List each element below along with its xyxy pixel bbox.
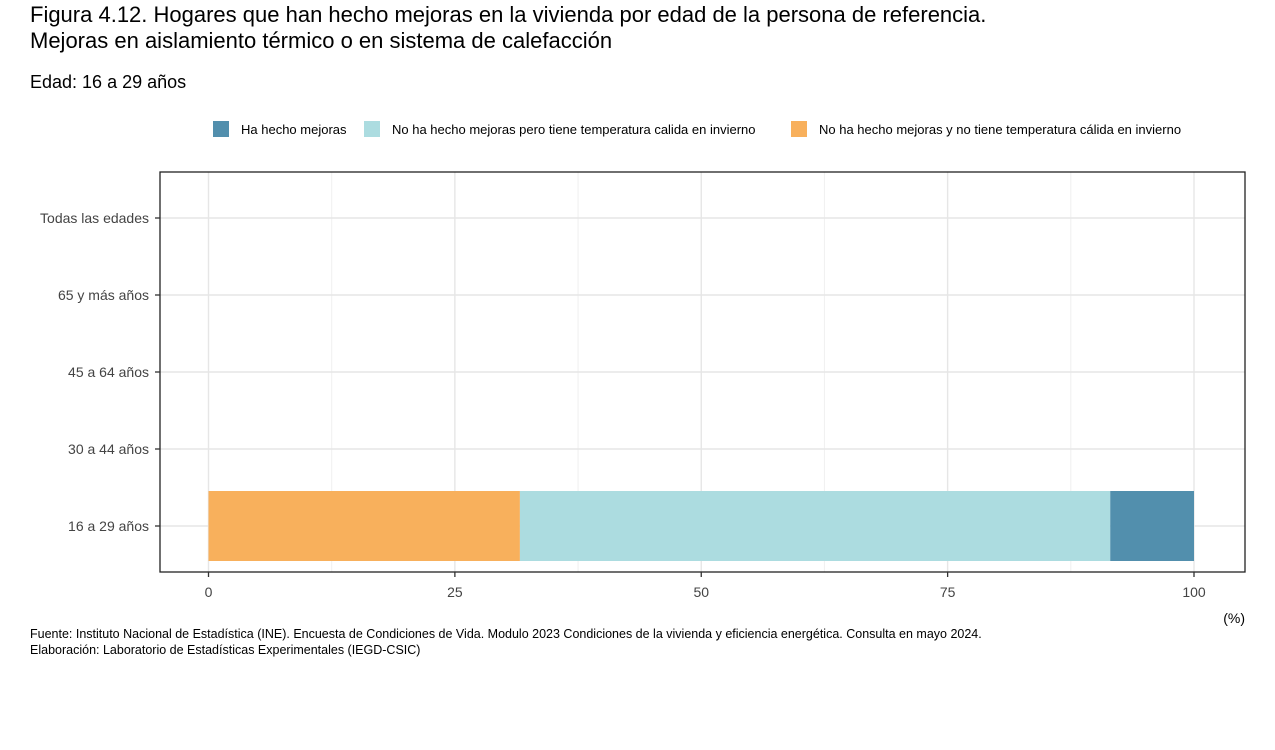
y-tick-label: 65 y más años [58,287,149,303]
legend-label-no-ha-hecho-mejoras-pero-tiene-temperatura-calida-en-invierno: No ha hecho mejoras pero tiene temperatu… [392,122,756,137]
x-unit-label: (%) [1223,610,1245,626]
x-tick-label: 75 [940,584,956,600]
bar-16-a-29-anos-no-ha-hecho-mejoras-pero-tiene-temperatura-calida-en-invierno [519,491,1111,561]
legend-key-ha-hecho-mejoras [213,121,229,137]
y-tick-label: 30 a 44 años [68,441,149,457]
credit-note: Elaboración: Laboratorio de Estadísticas… [30,643,421,657]
chart-title-line-2: Mejoras en aislamiento térmico o en sist… [30,28,613,53]
chart-subtitle: Edad: 16 a 29 años [30,72,187,92]
bar-16-a-29-anos-ha-hecho-mejoras [1110,491,1194,561]
x-tick-label: 25 [447,584,463,600]
y-tick-label: 16 a 29 años [68,518,149,534]
legend-label-ha-hecho-mejoras: Ha hecho mejoras [241,122,347,137]
bar-16-a-29-anos-no-ha-hecho-mejoras-y-no-tiene-temperatura-calida-en-invierno [208,491,520,561]
legend-key-no-ha-hecho-mejoras-pero-tiene-temperatura-calida-en-invierno [364,121,380,137]
source-note: Fuente: Instituto Nacional de Estadístic… [30,627,982,641]
legend-label-no-ha-hecho-mejoras-y-no-tiene-temperatura-calida-en-invierno: No ha hecho mejoras y no tiene temperatu… [819,122,1181,137]
chart-title: Figura 4.12. Hogares que han hecho mejor… [30,2,986,54]
x-tick-label: 0 [205,584,213,600]
y-tick-label: Todas las edades [40,210,149,226]
chart-title-line-1: Figura 4.12. Hogares que han hecho mejor… [30,2,987,27]
y-tick-label: 45 a 64 años [68,364,149,380]
x-tick-label: 50 [693,584,709,600]
x-tick-label: 100 [1182,584,1206,600]
chart-footer: Fuente: Instituto Nacional de Estadístic… [30,626,982,658]
legend-key-no-ha-hecho-mejoras-y-no-tiene-temperatura-calida-en-invierno [791,121,807,137]
